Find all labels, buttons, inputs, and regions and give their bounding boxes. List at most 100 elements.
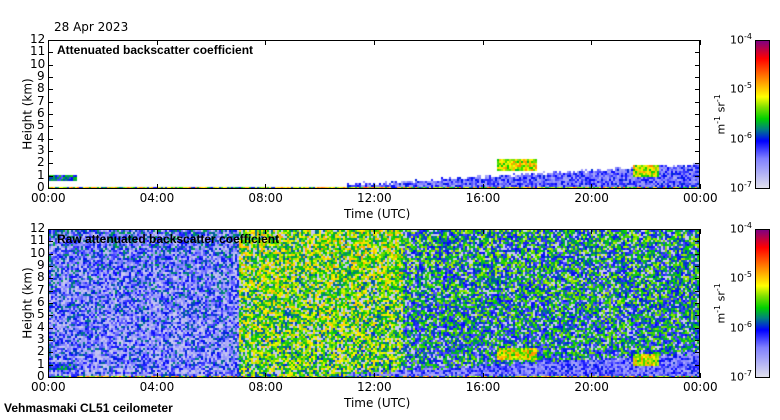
x-tick-mark bbox=[700, 373, 701, 378]
y-tick-mark bbox=[695, 114, 700, 115]
x-tick-mark bbox=[591, 373, 593, 378]
x-tick-label: 12:00 bbox=[357, 380, 392, 394]
y-tick-mark bbox=[48, 89, 53, 91]
y-tick-label: 5 bbox=[37, 307, 45, 322]
x-tick-mark bbox=[156, 184, 158, 189]
colorbar-tick-label: 10-7 bbox=[730, 369, 752, 384]
y-tick-label: 6 bbox=[37, 295, 45, 309]
x-tick-mark bbox=[700, 229, 701, 234]
x-tick-mark bbox=[265, 229, 267, 234]
y-tick-label: 3 bbox=[37, 332, 45, 346]
y-tick-mark bbox=[48, 352, 53, 354]
y-tick-mark bbox=[695, 266, 700, 267]
y-tick-mark bbox=[48, 377, 53, 378]
x-tick-mark bbox=[591, 229, 593, 234]
y-tick-label: 8 bbox=[37, 270, 45, 285]
y-tick-mark bbox=[48, 290, 53, 292]
x-tick-label: 08:00 bbox=[248, 191, 283, 205]
y-tick-label: 0 bbox=[37, 180, 45, 194]
y-tick-mark bbox=[695, 364, 700, 366]
y-tick-mark bbox=[48, 40, 53, 41]
y-tick-mark bbox=[48, 188, 53, 189]
y-tick-label: 2 bbox=[37, 344, 45, 359]
y-tick-mark bbox=[48, 315, 53, 317]
y-tick-mark bbox=[48, 266, 53, 267]
colorbar-tick-label: 10-6 bbox=[730, 130, 752, 146]
y-tick-mark bbox=[48, 77, 53, 78]
x-tick-label: 00:00 bbox=[31, 380, 66, 394]
y-tick-mark bbox=[48, 64, 53, 66]
y-tick-mark bbox=[695, 303, 700, 304]
y-tick-mark bbox=[48, 163, 53, 165]
x-tick-mark bbox=[591, 40, 593, 45]
top-heatmap-panel: Attenuated backscatter coefficient bbox=[48, 40, 700, 189]
y-tick-mark bbox=[48, 138, 53, 140]
y-tick-label: 4 bbox=[37, 319, 45, 334]
y-tick-mark bbox=[695, 241, 700, 243]
top-heatmap-canvas bbox=[49, 41, 699, 188]
y-tick-mark bbox=[48, 101, 53, 103]
y-tick-mark bbox=[695, 352, 700, 354]
x-tick-label: 12:00 bbox=[357, 191, 392, 205]
x-tick-mark bbox=[700, 40, 701, 45]
x-tick-mark bbox=[48, 373, 49, 378]
x-tick-mark bbox=[48, 40, 49, 45]
x-tick-label: 16:00 bbox=[465, 191, 501, 205]
y-tick-mark bbox=[48, 175, 53, 177]
y-tick-label: 3 bbox=[37, 143, 45, 157]
y-tick-mark bbox=[695, 327, 700, 329]
y-tick-label: 11 bbox=[30, 233, 46, 248]
y-tick-mark bbox=[695, 64, 700, 66]
y-tick-label: 7 bbox=[37, 93, 45, 108]
y-tick-mark bbox=[48, 52, 53, 54]
bottom-heatmap-canvas bbox=[49, 230, 699, 377]
y-tick-label: 1 bbox=[37, 167, 45, 182]
x-tick-mark bbox=[374, 40, 375, 45]
y-tick-label: 0 bbox=[37, 369, 45, 383]
y-tick-mark bbox=[48, 327, 53, 329]
x-axis-label: Time (UTC) bbox=[344, 207, 411, 221]
instrument-label: Vehmasmaki CL51 ceilometer bbox=[4, 401, 173, 415]
x-tick-mark bbox=[374, 184, 375, 189]
y-tick-label: 5 bbox=[37, 118, 45, 133]
y-tick-label: 12 bbox=[30, 32, 46, 46]
x-tick-mark bbox=[482, 373, 484, 378]
y-tick-label: 1 bbox=[37, 356, 45, 371]
x-tick-label: 00:00 bbox=[31, 191, 66, 205]
x-tick-label: 20:00 bbox=[574, 191, 609, 205]
x-tick-mark bbox=[700, 184, 701, 189]
x-tick-label: 20:00 bbox=[574, 380, 609, 394]
y-tick-mark bbox=[695, 253, 700, 255]
date-label: 28 Apr 2023 bbox=[54, 20, 129, 34]
y-tick-mark bbox=[48, 278, 53, 280]
x-tick-mark bbox=[374, 229, 375, 234]
top-panel-title: Attenuated backscatter coefficient bbox=[57, 43, 254, 57]
x-tick-mark bbox=[48, 229, 49, 234]
x-tick-label: 00:00 bbox=[683, 191, 718, 205]
x-tick-label: 08:00 bbox=[248, 380, 283, 394]
colorbar-tick-label: 10-6 bbox=[730, 319, 752, 335]
x-tick-mark bbox=[482, 184, 484, 189]
y-tick-mark bbox=[48, 151, 53, 152]
y-tick-mark bbox=[695, 151, 700, 152]
y-tick-mark bbox=[695, 138, 700, 140]
colorbar bbox=[755, 40, 770, 189]
y-tick-mark bbox=[48, 364, 53, 366]
y-axis-label: Height (km) bbox=[20, 77, 35, 150]
y-tick-mark bbox=[695, 89, 700, 91]
colorbar-tick-label: 10-5 bbox=[730, 270, 752, 285]
y-tick-mark bbox=[48, 253, 53, 255]
y-tick-mark bbox=[48, 241, 53, 243]
y-tick-mark bbox=[695, 101, 700, 103]
x-tick-label: 04:00 bbox=[139, 191, 175, 205]
colorbar-unit-label: m-1 sr-1 bbox=[712, 93, 728, 135]
y-tick-label: 4 bbox=[37, 130, 45, 145]
y-tick-label: 2 bbox=[37, 155, 45, 170]
bottom-panel-title: Raw attenuated backscatter coefficient bbox=[57, 232, 280, 246]
y-tick-label: 7 bbox=[37, 282, 45, 297]
y-tick-mark bbox=[695, 77, 700, 78]
y-tick-mark bbox=[695, 278, 700, 280]
y-tick-mark bbox=[695, 229, 700, 230]
x-tick-label: 00:00 bbox=[683, 380, 718, 394]
y-tick-label: 10 bbox=[30, 56, 46, 71]
